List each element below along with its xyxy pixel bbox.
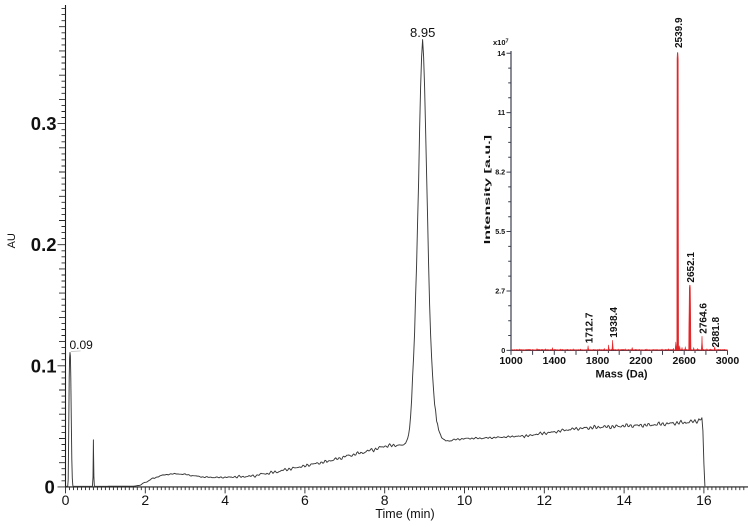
svg-text:2652.1: 2652.1 (686, 252, 697, 283)
svg-text:2881.8: 2881.8 (711, 316, 722, 347)
svg-text:1938.4: 1938.4 (609, 307, 620, 338)
svg-text:0: 0 (62, 492, 70, 508)
svg-text:11: 11 (498, 108, 506, 117)
svg-text:2539.9: 2539.9 (674, 17, 685, 48)
svg-text:8.2: 8.2 (495, 168, 505, 177)
svg-text:2200: 2200 (629, 355, 653, 367)
svg-text:2600: 2600 (673, 355, 697, 367)
svg-text:0.2: 0.2 (31, 234, 57, 255)
svg-text:AU: AU (6, 233, 18, 248)
svg-text:0: 0 (501, 346, 505, 355)
svg-text:0.3: 0.3 (31, 113, 57, 134)
svg-text:8: 8 (381, 492, 389, 508)
svg-text:1712.7: 1712.7 (584, 312, 595, 343)
svg-text:x107: x107 (493, 38, 509, 47)
svg-text:14: 14 (616, 492, 632, 508)
svg-text:14: 14 (497, 49, 505, 58)
svg-text:3000: 3000 (716, 355, 740, 367)
svg-text:6: 6 (301, 492, 309, 508)
svg-text:4: 4 (221, 492, 229, 508)
svg-text:Time (min): Time (min) (375, 507, 434, 521)
svg-text:8.95: 8.95 (410, 25, 435, 40)
svg-text:2: 2 (141, 492, 149, 508)
svg-text:5.5: 5.5 (495, 227, 505, 236)
svg-text:16: 16 (696, 492, 712, 508)
svg-text:1000: 1000 (499, 355, 523, 367)
svg-text:0: 0 (45, 476, 55, 497)
svg-text:10: 10 (457, 492, 473, 508)
svg-text:2.7: 2.7 (495, 287, 505, 296)
svg-text:12: 12 (537, 492, 553, 508)
svg-text:2764.6: 2764.6 (698, 303, 709, 334)
svg-text:Mass (Da): Mass (Da) (596, 368, 648, 380)
svg-text:1800: 1800 (586, 355, 610, 367)
svg-text:0.09: 0.09 (70, 338, 94, 352)
svg-text:0.1: 0.1 (31, 355, 57, 376)
svg-text:Intensity [a.u.]: Intensity [a.u.] (482, 135, 492, 244)
svg-text:1400: 1400 (543, 355, 567, 367)
